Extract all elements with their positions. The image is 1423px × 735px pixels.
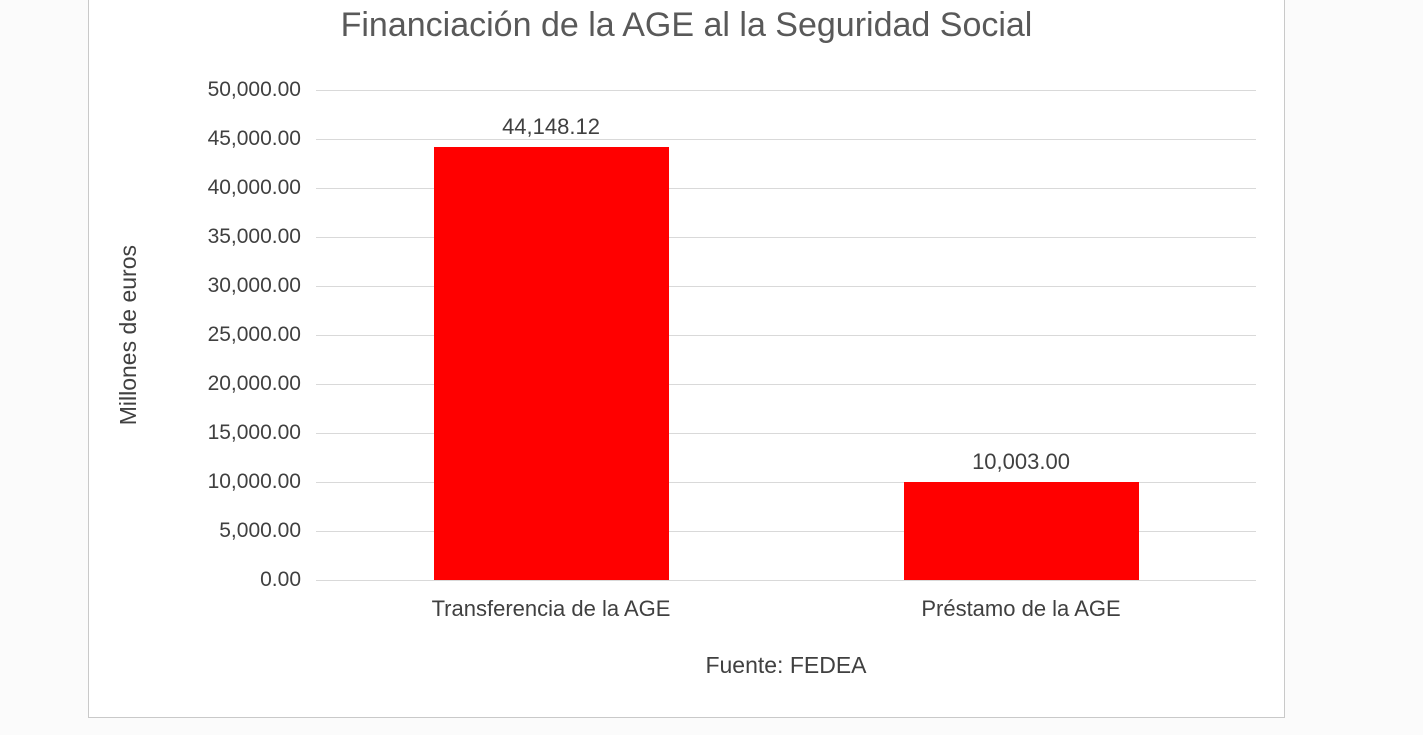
bar-1 — [433, 147, 669, 580]
gridline — [316, 383, 1256, 385]
gridline — [316, 334, 1256, 336]
gridline — [316, 89, 1256, 91]
chart-frame: Financiación de la AGE al la Seguridad S… — [88, 0, 1285, 718]
chart-title: Financiación de la AGE al la Seguridad S… — [340, 6, 1033, 44]
chart-source-note: Fuente: FEDEA — [705, 652, 867, 678]
gridline — [316, 481, 1256, 483]
y-tick-label: 45,000.00 — [207, 127, 301, 150]
gridline — [316, 138, 1256, 140]
x-category-label: Préstamo de la AGE — [921, 596, 1121, 621]
bar-2 — [903, 481, 1139, 580]
y-tick-label: 30,000.00 — [207, 274, 301, 297]
plot-area: 44,148.12 10,003.00 — [316, 89, 1256, 581]
x-category-label: Transferencia de la AGE — [431, 596, 671, 621]
y-tick-label: 20,000.00 — [207, 372, 301, 395]
y-axis-tick-labels: 0.00 5,000.00 10,000.00 15,000.00 20,000.00 2… — [89, 78, 301, 591]
y-tick-label: 50,000.00 — [207, 78, 301, 101]
x-axis-category-labels: Transferencia de la AGE Préstamo de la AG… — [316, 596, 1256, 626]
bar-data-label: 10,003.00 — [972, 448, 1070, 474]
gridline — [316, 530, 1256, 532]
gridline — [316, 187, 1256, 189]
gridline — [316, 236, 1256, 238]
y-tick-label: 35,000.00 — [207, 225, 301, 248]
y-tick-label: 15,000.00 — [207, 421, 301, 444]
bar-data-label: 44,148.12 — [502, 114, 600, 140]
gridline — [316, 285, 1256, 287]
y-tick-label: 0.00 — [260, 568, 301, 591]
y-tick-label: 10,000.00 — [207, 470, 301, 493]
y-tick-label: 5,000.00 — [219, 519, 301, 542]
gridline — [316, 432, 1256, 434]
gridline — [316, 579, 1256, 581]
y-tick-label: 40,000.00 — [207, 176, 301, 199]
y-tick-label: 25,000.00 — [207, 323, 301, 346]
